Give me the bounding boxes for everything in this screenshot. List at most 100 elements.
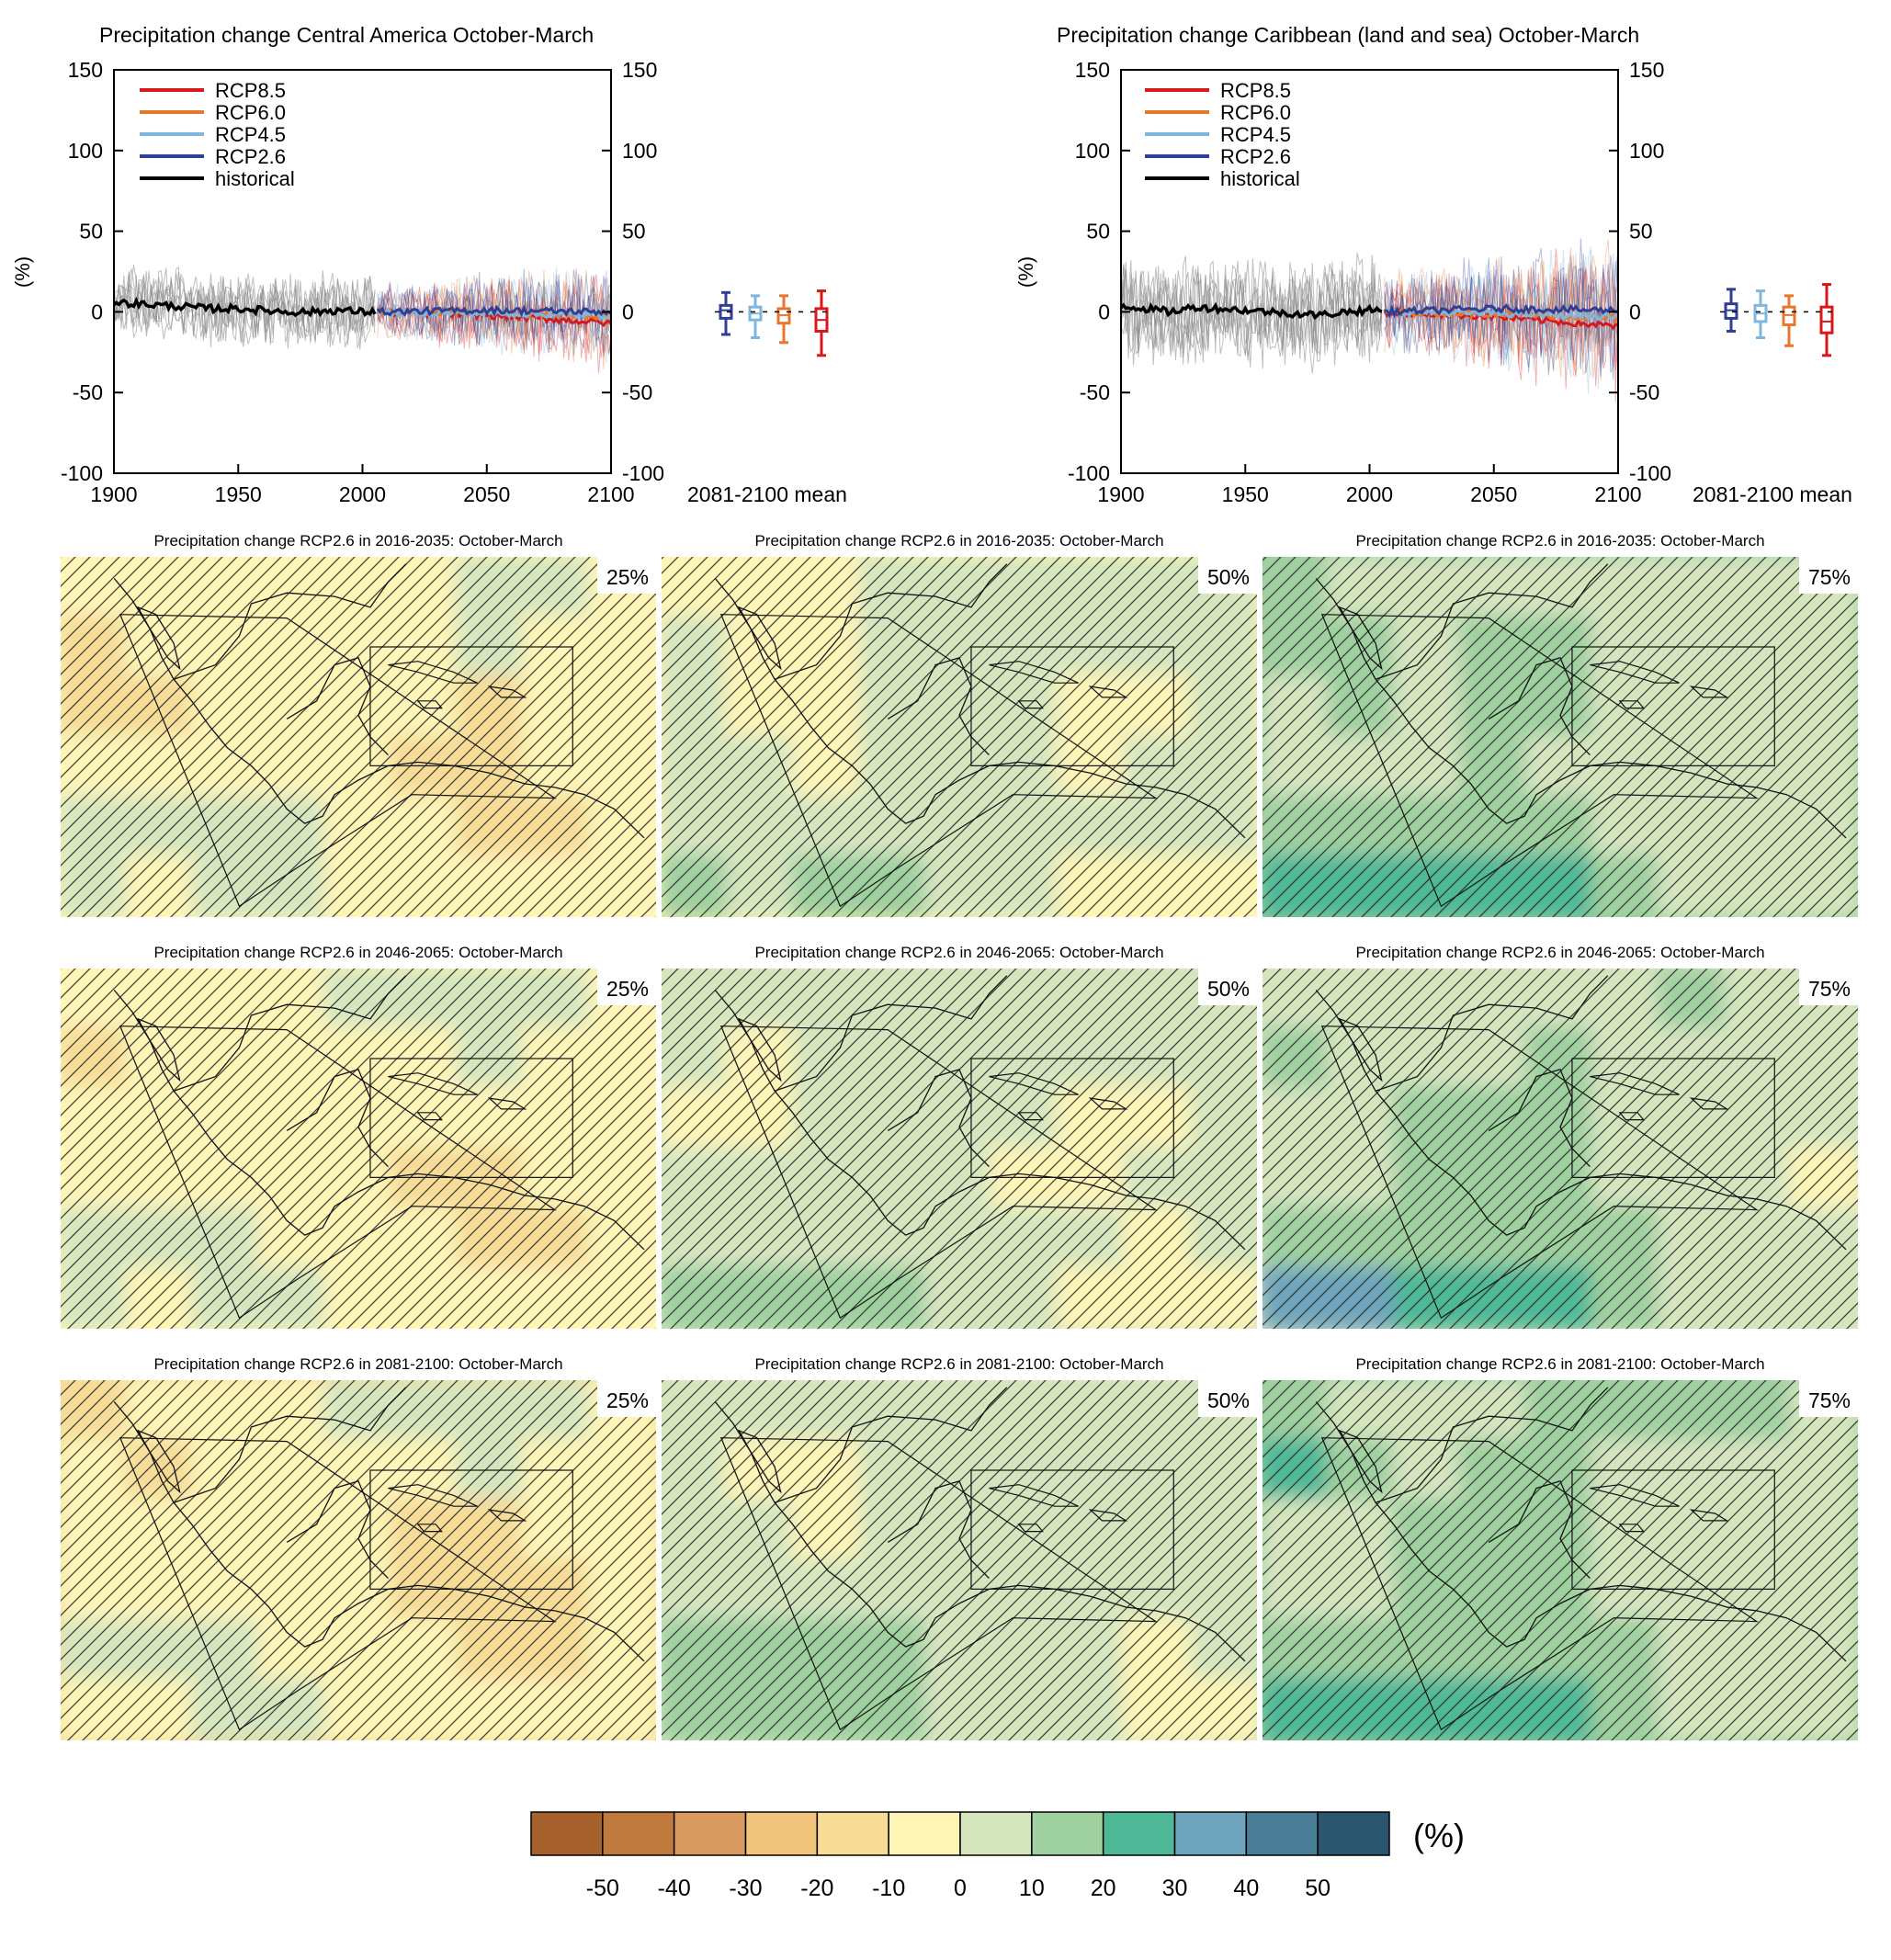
map-island (1590, 1484, 1680, 1507)
map-island (989, 661, 1079, 684)
map-island (487, 1097, 527, 1110)
map-coastline (113, 578, 645, 839)
map-coastline (714, 990, 1246, 1251)
map-coastline (286, 1069, 389, 1168)
timeseries-panel-central-america: Precipitation change Central America Oct… (11, 23, 847, 506)
map-title: Precipitation change RCP2.6 in 2046-2065… (1355, 944, 1764, 961)
map-coastline (173, 563, 407, 680)
y-tick-label: 150 (1075, 58, 1110, 82)
colorbar-tick-label: -10 (872, 1875, 905, 1901)
ts-boxplots (715, 289, 832, 357)
map-island (487, 685, 527, 698)
map-island (989, 1484, 1079, 1507)
map-coastline (774, 563, 1008, 680)
map-coastline (1488, 1480, 1591, 1580)
legend-label-rcp60: RCP6.0 (1220, 101, 1291, 124)
map-coastline (1338, 606, 1383, 671)
map-coastline (136, 1017, 181, 1082)
map-coastline (136, 606, 181, 671)
region-outline-central-america (1320, 1025, 1759, 1320)
map-island (388, 1072, 478, 1095)
map-island (1088, 1509, 1128, 1522)
colorbar-swatch (602, 1811, 675, 1856)
map-coastline (714, 578, 1246, 839)
map-coastline (737, 1017, 782, 1082)
map-island (1689, 1097, 1729, 1110)
map-panel: Precipitation change RCP2.6 in 2046-2065… (61, 944, 656, 1329)
colorbar-swatch (1102, 1811, 1176, 1856)
map-island (487, 1509, 527, 1522)
ts-title: Precipitation change Central America Oct… (99, 23, 594, 47)
map-coastline (737, 1429, 782, 1494)
colorbar-tick-label: 10 (1019, 1875, 1045, 1901)
scenario-mean-line-rcp26 (1384, 303, 1618, 319)
map-field (61, 1380, 656, 1740)
map-coastline (887, 657, 990, 756)
map-coastline (1338, 1017, 1383, 1082)
map-coastline (1375, 563, 1609, 680)
percentile-label-bg (1799, 557, 1858, 594)
x-tick-label: 1950 (215, 482, 262, 506)
region-outline-caribbean (1571, 646, 1775, 766)
map-panel: Precipitation change RCP2.6 in 2016-2035… (61, 532, 656, 917)
legend-label-rcp45: RCP4.5 (1220, 123, 1291, 146)
map-coastline (714, 1401, 1246, 1662)
y-tick-label-right: 50 (622, 220, 646, 244)
scenario-member-line (1384, 250, 1618, 395)
region-outline-caribbean (970, 1058, 1174, 1178)
boxplot-rcp60 (776, 294, 791, 345)
boxplot-box (1819, 305, 1834, 334)
map-grid: Precipitation change RCP2.6 in 2016-2035… (61, 532, 1858, 1740)
y-tick-label: -50 (73, 380, 103, 404)
map-title: Precipitation change RCP2.6 in 2081-2100… (153, 1355, 562, 1373)
scenario-member-line (1384, 255, 1618, 378)
colorbar-tick-label: 40 (1233, 1875, 1259, 1901)
map-coastline (173, 1387, 407, 1503)
map-island (1618, 1524, 1645, 1533)
map-coastline (774, 1387, 1008, 1503)
region-outline-caribbean (1571, 1058, 1775, 1178)
scenario-member-line (377, 266, 611, 364)
percentile-label-bg (1198, 969, 1257, 1005)
region-outline-caribbean (1571, 1469, 1775, 1590)
region-outline-caribbean (369, 1469, 573, 1590)
ts-boxplots (1720, 283, 1838, 357)
map-coastline (286, 657, 389, 756)
boxplot-rcp60 (1782, 294, 1796, 347)
colorbar-tick-label: -40 (658, 1875, 691, 1901)
scenario-member-line (377, 280, 611, 363)
y-tick-label-right: 50 (1629, 220, 1653, 244)
map-panel: Precipitation change RCP2.6 in 2016-2035… (1263, 532, 1858, 917)
map-coastline (1375, 1387, 1609, 1503)
scenario-member-line (1384, 255, 1618, 376)
map-title: Precipitation change RCP2.6 in 2016-2035… (153, 532, 562, 549)
y-tick-label-right: -100 (1629, 461, 1671, 485)
ts-title: Precipitation change Caribbean (land and… (1057, 23, 1639, 47)
colorbar: -50 -40 -30 -20 -10 0 10 20 30 40 50 (530, 1811, 1390, 1901)
map-island (1017, 1524, 1044, 1533)
map-panel: Precipitation change RCP2.6 in 2081-2100… (1263, 1355, 1858, 1740)
map-panel: Precipitation change RCP2.6 in 2081-2100… (662, 1355, 1257, 1740)
scenario-member-line (1384, 264, 1618, 371)
map-coastline (173, 975, 407, 1092)
colorbar-tick-label: 20 (1091, 1875, 1116, 1901)
x-tick-label: 1950 (1222, 482, 1269, 506)
map-hatching (1263, 969, 1858, 1329)
legend-label-rcp85: RCP8.5 (215, 79, 286, 102)
x-tick-label: 2050 (1470, 482, 1517, 506)
region-outline-caribbean (369, 1058, 573, 1178)
x-tick-label: 2100 (587, 482, 634, 506)
percentile-label: 75% (1808, 1388, 1851, 1412)
x-tick-label: 2100 (1594, 482, 1641, 506)
region-outline-central-america (719, 1437, 1158, 1731)
map-title: Precipitation change RCP2.6 in 2046-2065… (153, 944, 562, 961)
y-tick-label-right: -100 (622, 461, 664, 485)
y-tick-label: 0 (91, 300, 103, 323)
map-coastline (737, 606, 782, 671)
map-title: Precipitation change RCP2.6 in 2081-2100… (1355, 1355, 1764, 1373)
map-panel: Precipitation change RCP2.6 in 2016-2035… (662, 532, 1257, 917)
region-outline-central-america (719, 614, 1158, 908)
scenario-member-line (377, 275, 611, 346)
boxplot-rcp26 (1724, 288, 1738, 333)
ts-legend: RCP8.5 RCP6.0 RCP4.5 RCP2.6 historical (1145, 79, 1300, 190)
